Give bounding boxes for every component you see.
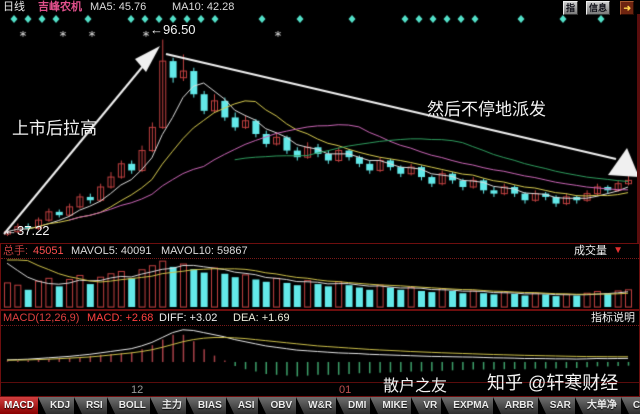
main-price-chart[interactable]: [0, 14, 640, 243]
watermark-zhihu: 知乎 @轩寒财经: [487, 373, 619, 393]
macd-header: MACD(12,26,9) MACD: +2.68 DIFF: +3.02 DE…: [1, 311, 639, 326]
tab-separator: [106, 397, 115, 414]
ma10-value: MA10: 42.28: [172, 1, 235, 13]
volume-chart[interactable]: [0, 258, 640, 308]
indicator-help-link[interactable]: 指标说明: [591, 312, 635, 324]
tab-W&R[interactable]: W&R: [308, 400, 333, 411]
tab-separator: [258, 397, 267, 414]
volume-dropdown-icon[interactable]: ▼: [613, 245, 623, 256]
tab-separator: [225, 397, 234, 414]
dea-value: DEA: +1.69: [233, 312, 290, 324]
watermark-sanhu-zhiyou: 散户之友: [383, 378, 448, 395]
tab-separator: [296, 397, 305, 414]
period-label[interactable]: 日线: [3, 1, 25, 13]
tab-MIKE[interactable]: MIKE: [382, 400, 408, 411]
indicator-button[interactable]: 指: [562, 1, 578, 15]
zongshou-label: 总手:: [3, 245, 29, 257]
tab-KDJ[interactable]: KDJ: [50, 400, 71, 411]
indicator-tab-bar: MACD KDJ RSI BOLL 主力 BIAS ASI OBV W&R DMI MIKE VR EX…: [0, 397, 640, 414]
tab-separator: [38, 397, 46, 414]
diff-value: DIFF: +3.02: [159, 312, 218, 324]
volume-header: 总手: 45051 MAVOL5: 40091 MAVOL10: 59867 成…: [1, 244, 639, 259]
tab-separator: [492, 397, 501, 414]
info-button[interactable]: 信息: [585, 1, 610, 15]
peak-price-label: ←96.50: [150, 22, 196, 37]
chart-right-border: [637, 14, 640, 243]
date-label-12: 12: [131, 384, 144, 396]
tab-BOLL[interactable]: BOLL: [118, 400, 146, 411]
annotation-pullup: 上市后拉高: [12, 119, 97, 138]
tab-separator: [411, 397, 420, 414]
tab-ASI[interactable]: ASI: [237, 400, 255, 411]
tab-separator: [149, 397, 158, 414]
zongshou-value: 45051: [33, 245, 64, 257]
tab-RSI[interactable]: RSI: [86, 400, 103, 411]
tab-separator: [441, 397, 450, 414]
date-label-01: 01: [339, 384, 352, 396]
info-bar: 日线 吉峰农机 MA5: 45.76 MA10: 42.28 指 信息 ➜: [0, 0, 640, 15]
tab-separator: [620, 397, 629, 414]
tab-separator: [74, 397, 83, 414]
tab-separator: [185, 397, 194, 414]
stock-name: 吉峰农机: [38, 1, 82, 13]
tab-主力[interactable]: 主力: [161, 400, 182, 411]
tab-C[interactable]: C: [632, 400, 640, 411]
tab-VR[interactable]: VR: [423, 400, 438, 411]
arrow-icon[interactable]: ➜: [620, 1, 634, 15]
tab-ARBR[interactable]: ARBR: [504, 400, 534, 411]
tab-separator: [574, 397, 583, 414]
mavol5-value: MAVOL5: 40091: [71, 245, 152, 257]
macd-value: MACD: +2.68: [87, 312, 154, 324]
tab-separator: [370, 397, 379, 414]
tab-EXPMA[interactable]: EXPMA: [453, 400, 489, 411]
macd-chart[interactable]: [0, 325, 640, 381]
tab-OBV[interactable]: OBV: [270, 400, 293, 411]
date-axis: 12 01: [1, 382, 639, 397]
ma5-value: MA5: 45.76: [90, 1, 147, 13]
tab-separator: [537, 397, 546, 414]
macd-params: MACD(12,26,9): [3, 312, 80, 324]
macd-panel: MACD(12,26,9) MACD: +2.68 DIFF: +3.02 DE…: [0, 310, 640, 397]
volume-panel: 总手: 45051 MAVOL5: 40091 MAVOL10: 59867 成…: [0, 243, 640, 310]
tab-SAR[interactable]: SAR: [549, 400, 571, 411]
tab-MACD[interactable]: MACD: [0, 397, 38, 414]
tab-DMI[interactable]: DMI: [348, 400, 367, 411]
mavol10-value: MAVOL10: 59867: [161, 245, 248, 257]
volume-title[interactable]: 成交量: [574, 245, 607, 257]
tab-大单净[interactable]: 大单净: [586, 400, 617, 411]
tab-separator: [336, 397, 345, 414]
annotation-distribute: 然后不停地派发: [427, 100, 546, 119]
low-price-label: ←37.22: [4, 223, 50, 238]
tab-BIAS[interactable]: BIAS: [197, 400, 222, 411]
